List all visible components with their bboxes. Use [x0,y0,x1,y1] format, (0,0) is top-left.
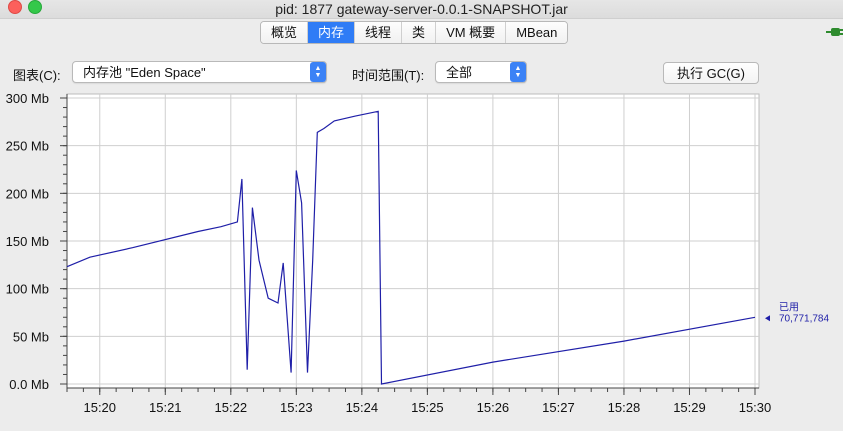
tab-memory[interactable]: 内存 [308,22,356,43]
zoom-window-button[interactable] [28,0,42,14]
x-tick-label: 15:26 [477,400,510,415]
time-range-value: 全部 [446,65,473,80]
window-title: pid: 1877 gateway-server-0.0.1-SNAPSHOT.… [275,1,568,17]
current-value: 70,771,784 [779,313,829,324]
series-line-used [66,110,756,385]
y-tick-label: 50 Mb [13,329,49,344]
perform-gc-button[interactable]: 执行 GC(G) [663,62,759,84]
x-tick-label: 15:27 [542,400,575,415]
x-tick-label: 15:28 [608,400,641,415]
tab-classes[interactable]: 类 [402,22,437,43]
chart-select[interactable]: 内存池 "Eden Space" ▲ ▼ [72,61,327,83]
x-tick-label: 15:22 [215,400,248,415]
tab-threads[interactable]: 线程 [355,22,403,43]
current-value-marker [765,315,770,322]
y-tick-label: 100 Mb [6,282,49,297]
current-value-label: 已用 [779,302,799,313]
tab-mbean[interactable]: MBean [506,22,568,43]
y-tick-label: 0.0 Mb [9,377,49,392]
x-tick-label: 15:30 [739,400,772,415]
x-tick-label: 15:25 [411,400,444,415]
y-tick-label: 200 Mb [6,186,49,201]
x-tick-label: 15:23 [280,400,313,415]
y-tick-label: 250 Mb [6,139,49,154]
x-tick-label: 15:29 [673,400,706,415]
chart-select-value: 内存池 "Eden Space" [83,65,206,80]
time-range-select[interactable]: 全部 ▲ ▼ [435,61,527,83]
x-tick-label: 15:24 [346,400,379,415]
plug-icon [826,28,843,36]
stepper-icon: ▲ ▼ [510,62,526,82]
tab-bar: 概览 内存 线程 类 VM 概要 MBean [260,21,569,44]
chart-select-label: 图表(C): [13,68,61,83]
x-tick-label: 15:20 [83,400,116,415]
tab-overview[interactable]: 概览 [261,22,309,43]
tab-vm-summary[interactable]: VM 概要 [436,22,507,43]
close-window-button[interactable] [8,0,22,14]
time-range-label: 时间范围(T): [352,68,425,83]
y-tick-label: 150 Mb [6,234,49,249]
x-tick-label: 15:21 [149,400,182,415]
memory-chart: 0.0 Mb 50 Mb 100 Mb 150 Mb 200 Mb 250 Mb 300 M… [6,92,830,415]
title-bar: pid: 1877 gateway-server-0.0.1-SNAPSHOT.… [0,0,843,19]
stepper-icon: ▲ ▼ [310,62,326,82]
y-tick-label: 300 Mb [6,92,49,106]
